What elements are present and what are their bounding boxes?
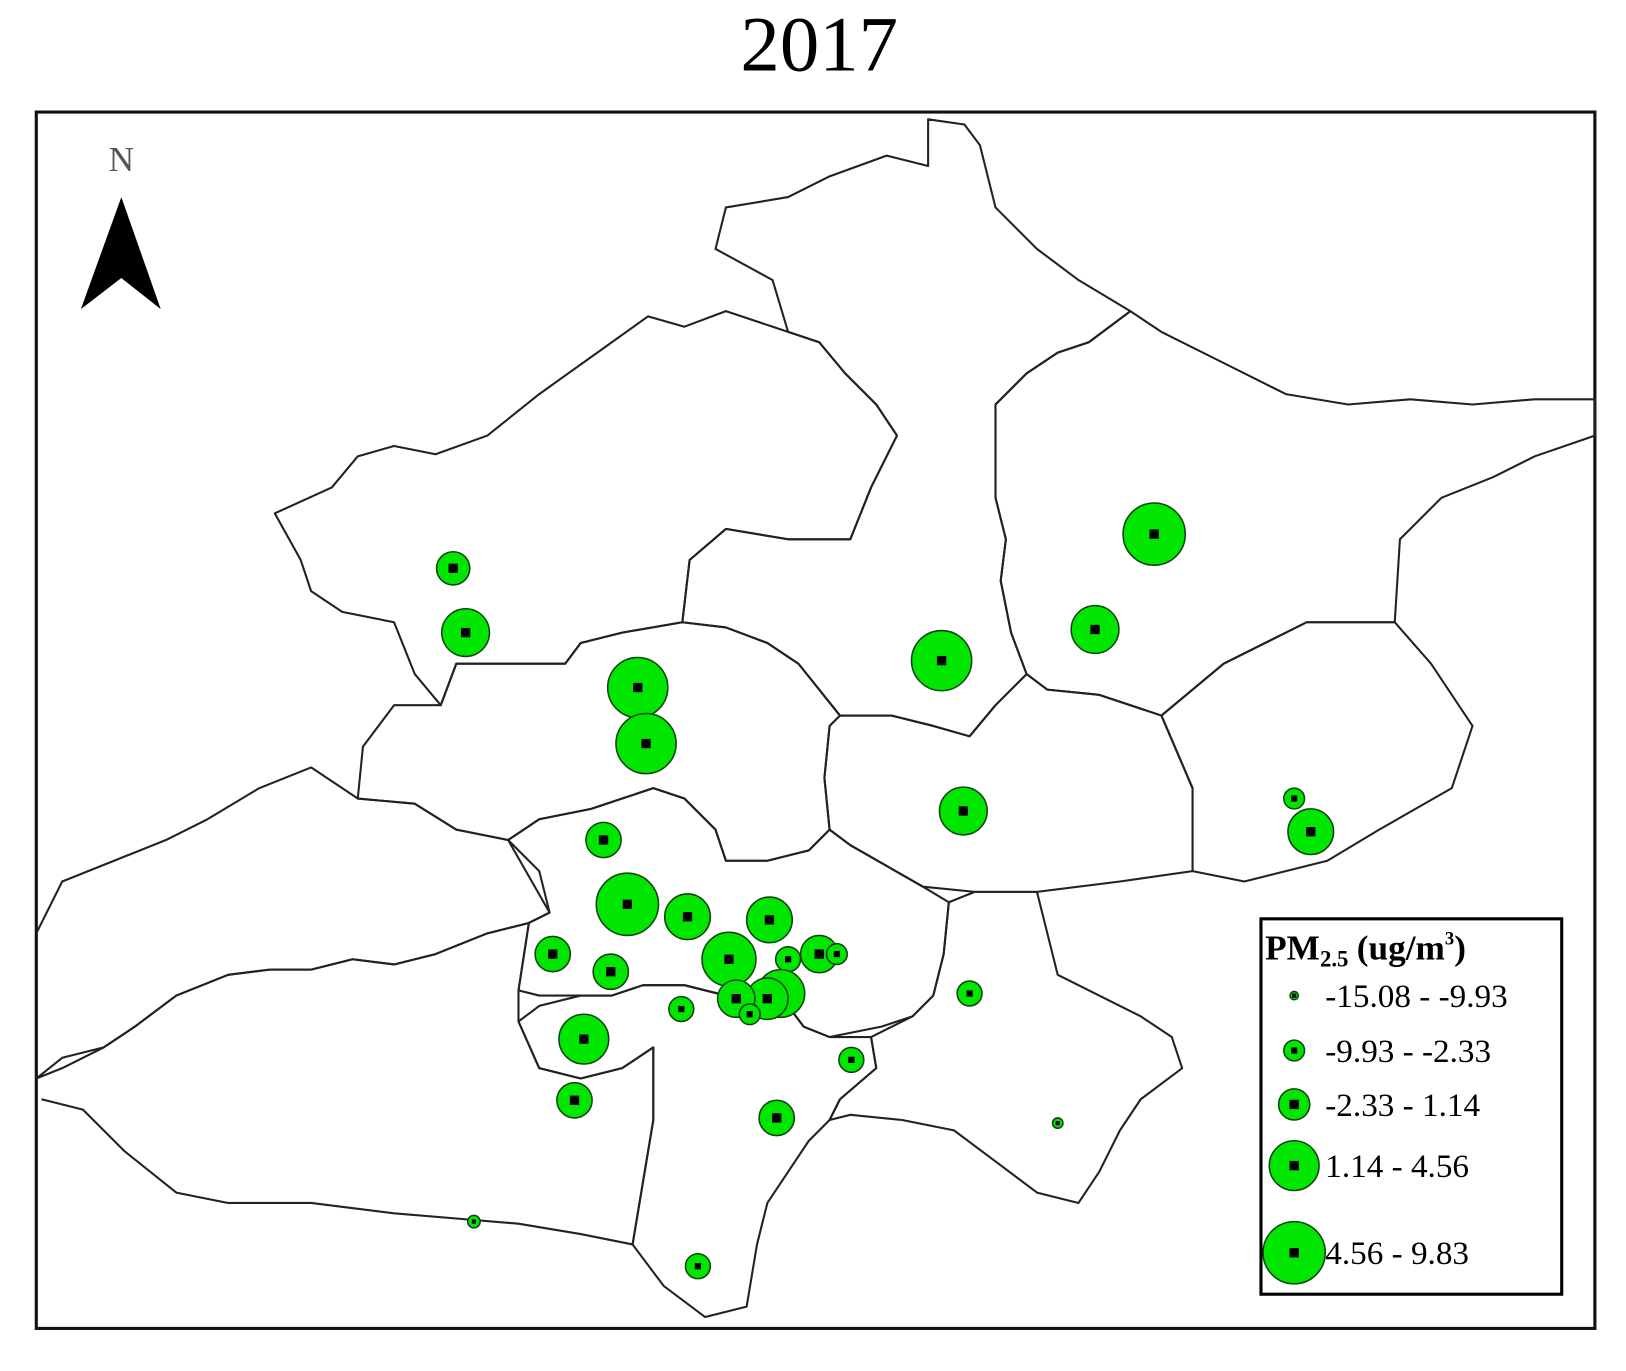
- station-center: [606, 967, 616, 977]
- station-center: [1090, 624, 1100, 635]
- station-center: [460, 627, 471, 638]
- station-center: [958, 806, 969, 816]
- station-center: [936, 655, 947, 666]
- legend-title-superscript: 3: [1445, 929, 1454, 950]
- station-center: [764, 915, 775, 925]
- station-center: [1289, 1160, 1299, 1171]
- station-center: [785, 956, 792, 963]
- station-center: [622, 899, 633, 909]
- station-center: [833, 950, 840, 958]
- legend-title: PM2.5 (ug/m3): [1265, 928, 1466, 971]
- station-center: [694, 1263, 702, 1270]
- north-arrow-shape: [80, 197, 161, 310]
- station-center: [746, 1011, 753, 1018]
- station-center: [1289, 1099, 1299, 1110]
- station-center: [579, 1034, 589, 1044]
- legend-title-subscript: 2.5: [1320, 947, 1349, 972]
- legend-items: -15.08 - -9.93 -9.93 - -2.33 -2.33 - 1.14 1…: [1262, 978, 1508, 1285]
- legend: PM2.5 (ug/m3) -15.08 - -9.93 -9.93 - -2.33…: [1259, 917, 1564, 1296]
- station-center: [569, 1095, 580, 1105]
- station-center: [1306, 827, 1316, 837]
- station-center: [678, 1005, 685, 1013]
- station-center: [1291, 795, 1298, 802]
- legend-item-label: 1.14 - 4.56: [1325, 1148, 1469, 1185]
- legend-title-main: PM: [1265, 928, 1320, 967]
- station-center: [641, 738, 651, 749]
- station-center: [682, 912, 693, 922]
- north-label: N: [109, 140, 134, 179]
- station-center: [1291, 1047, 1298, 1054]
- legend-item-label: -2.33 - 1.14: [1325, 1087, 1480, 1124]
- station-center: [1292, 993, 1297, 998]
- legend-item-label: -15.08 - -9.93: [1325, 978, 1507, 1015]
- district-boundaries: [35, 118, 1596, 1319]
- station-center: [548, 949, 558, 959]
- legend-title-unit: (ug/m: [1357, 928, 1445, 967]
- station-center: [1055, 1121, 1060, 1126]
- station-center: [731, 994, 741, 1004]
- station-center: [814, 949, 824, 959]
- station-center: [448, 563, 458, 573]
- map-frame: [34, 110, 1597, 1330]
- station-center: [772, 1113, 782, 1123]
- station-center: [966, 990, 973, 997]
- legend-item-label: -9.93 - -2.33: [1325, 1033, 1491, 1070]
- station-center: [598, 835, 609, 845]
- station-center: [724, 954, 734, 964]
- legend-title-close: ): [1454, 928, 1466, 967]
- station-markers: [435, 502, 1335, 1280]
- station-center: [1149, 529, 1159, 539]
- station-center: [848, 1056, 855, 1063]
- station-center: [1289, 1248, 1299, 1258]
- legend-item-label: 4.56 - 9.83: [1325, 1235, 1469, 1272]
- station-center: [471, 1219, 476, 1224]
- north-arrow: N: [80, 140, 161, 310]
- station-center: [633, 682, 643, 693]
- station-center: [762, 994, 773, 1004]
- map-title: 2017: [740, 2, 898, 89]
